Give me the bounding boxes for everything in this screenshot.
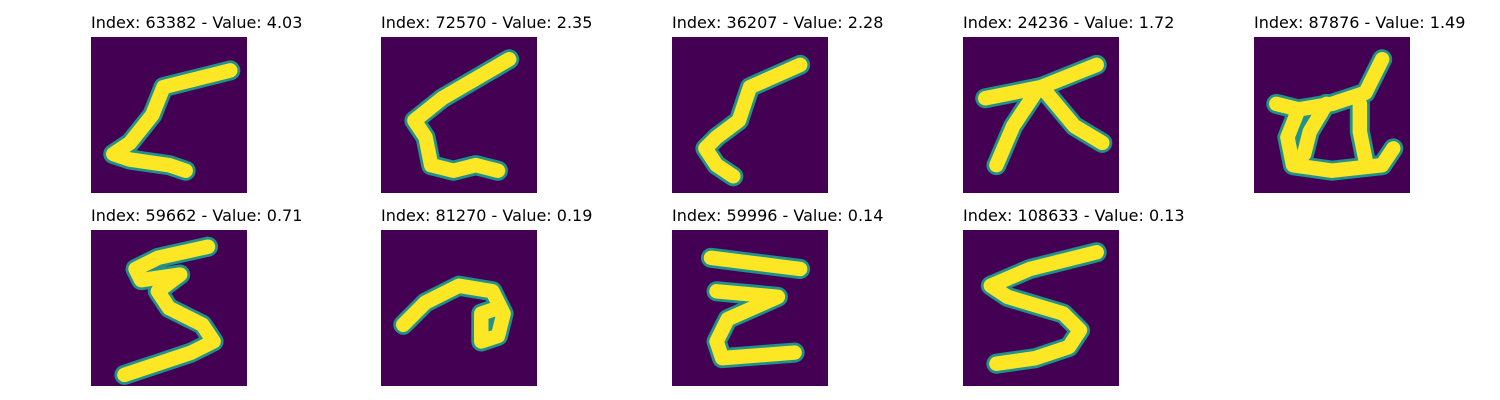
panel-title: Index: 108633 - Value: 0.13 (963, 206, 1185, 225)
panel-title: Index: 36207 - Value: 2.28 (672, 13, 884, 32)
panel-title: Index: 63382 - Value: 4.03 (91, 13, 303, 32)
handwritten-glyph-image (381, 230, 537, 386)
panel-title: Index: 24236 - Value: 1.72 (963, 13, 1175, 32)
handwritten-glyph-image (672, 37, 828, 193)
panel-title: Index: 59662 - Value: 0.71 (91, 206, 303, 225)
handwritten-glyph-image (91, 230, 247, 386)
handwritten-glyph-image (672, 230, 828, 386)
handwritten-glyph-image (381, 37, 537, 193)
panel-title: Index: 81270 - Value: 0.19 (381, 206, 593, 225)
handwritten-glyph-image (963, 37, 1119, 193)
panel-title: Index: 72570 - Value: 2.35 (381, 13, 593, 32)
panel-title: Index: 87876 - Value: 1.49 (1254, 13, 1466, 32)
panel-title: Index: 59996 - Value: 0.14 (672, 206, 884, 225)
handwritten-glyph-image (1254, 37, 1410, 193)
handwritten-glyph-image (963, 230, 1119, 386)
handwritten-glyph-image (91, 37, 247, 193)
